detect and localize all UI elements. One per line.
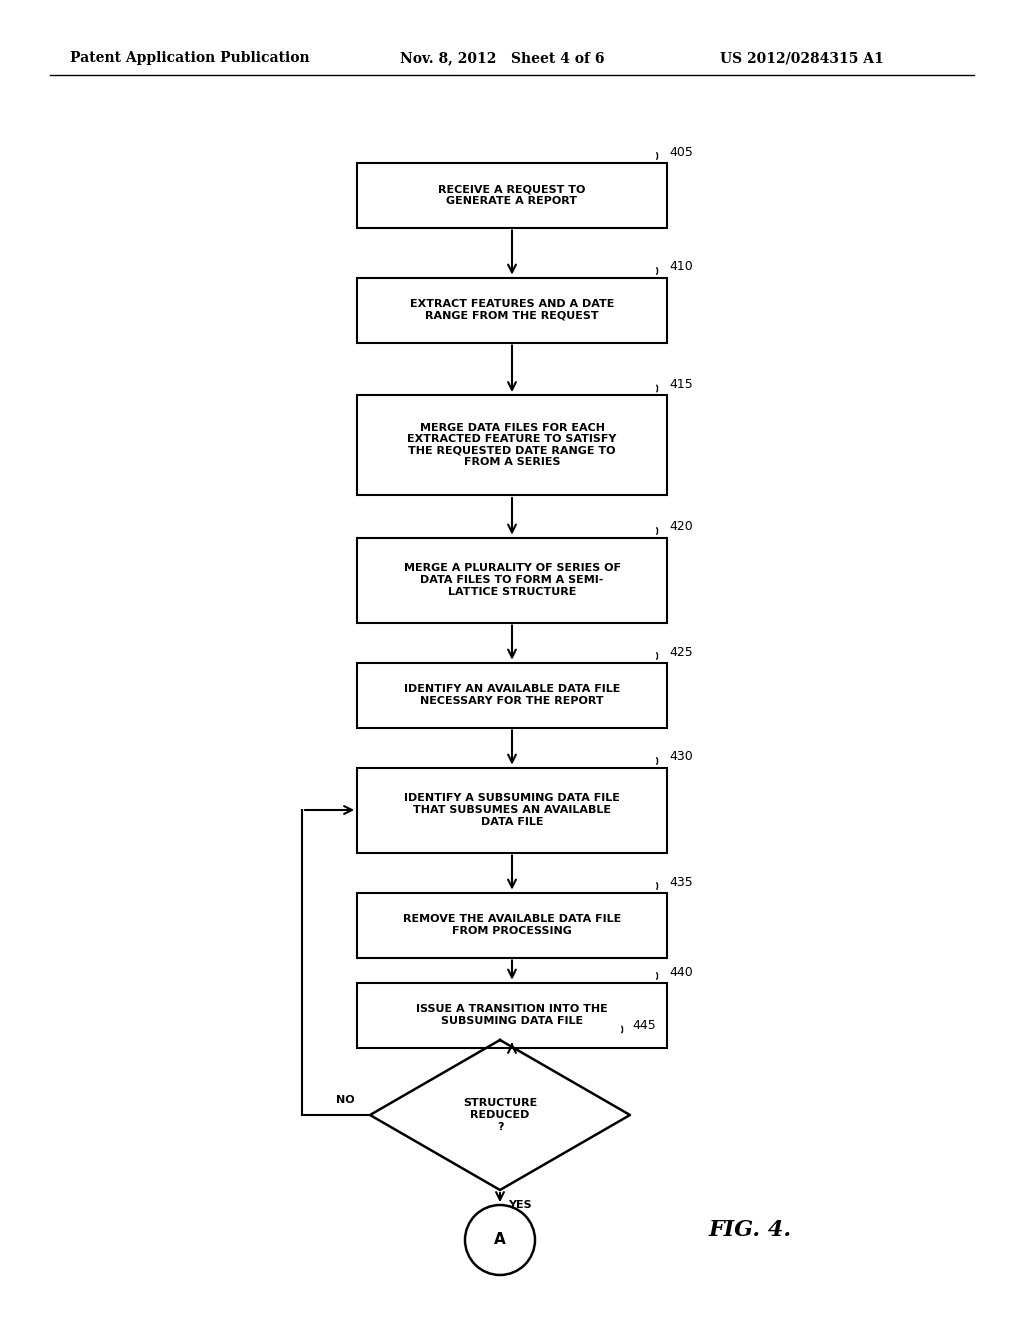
FancyBboxPatch shape	[357, 767, 667, 853]
Polygon shape	[370, 1040, 630, 1191]
FancyBboxPatch shape	[357, 537, 667, 623]
Text: REMOVE THE AVAILABLE DATA FILE
FROM PROCESSING: REMOVE THE AVAILABLE DATA FILE FROM PROC…	[402, 915, 622, 936]
Text: 410: 410	[669, 260, 693, 273]
Text: 405: 405	[669, 145, 693, 158]
Text: RECEIVE A REQUEST TO
GENERATE A REPORT: RECEIVE A REQUEST TO GENERATE A REPORT	[438, 185, 586, 206]
FancyBboxPatch shape	[357, 892, 667, 957]
FancyBboxPatch shape	[357, 277, 667, 342]
Circle shape	[465, 1205, 535, 1275]
Text: 425: 425	[669, 645, 693, 659]
Text: EXTRACT FEATURES AND A DATE
RANGE FROM THE REQUEST: EXTRACT FEATURES AND A DATE RANGE FROM T…	[410, 300, 614, 321]
Text: 445: 445	[632, 1019, 655, 1032]
Text: A: A	[495, 1233, 506, 1247]
Text: Patent Application Publication: Patent Application Publication	[70, 51, 309, 65]
FancyBboxPatch shape	[357, 663, 667, 727]
Text: 420: 420	[669, 520, 693, 533]
Text: MERGE DATA FILES FOR EACH
EXTRACTED FEATURE TO SATISFY
THE REQUESTED DATE RANGE : MERGE DATA FILES FOR EACH EXTRACTED FEAT…	[408, 422, 616, 467]
FancyBboxPatch shape	[357, 982, 667, 1048]
Text: IDENTIFY A SUBSUMING DATA FILE
THAT SUBSUMES AN AVAILABLE
DATA FILE: IDENTIFY A SUBSUMING DATA FILE THAT SUBS…	[404, 793, 620, 826]
Text: US 2012/0284315 A1: US 2012/0284315 A1	[720, 51, 884, 65]
Text: 440: 440	[669, 965, 693, 978]
FancyBboxPatch shape	[357, 162, 667, 227]
Text: YES: YES	[508, 1200, 531, 1210]
Text: IDENTIFY AN AVAILABLE DATA FILE
NECESSARY FOR THE REPORT: IDENTIFY AN AVAILABLE DATA FILE NECESSAR…	[403, 684, 621, 706]
Text: FIG. 4.: FIG. 4.	[709, 1218, 792, 1241]
Text: Nov. 8, 2012   Sheet 4 of 6: Nov. 8, 2012 Sheet 4 of 6	[400, 51, 604, 65]
Text: NO: NO	[336, 1096, 355, 1105]
Text: MERGE A PLURALITY OF SERIES OF
DATA FILES TO FORM A SEMI-
LATTICE STRUCTURE: MERGE A PLURALITY OF SERIES OF DATA FILE…	[403, 564, 621, 597]
Text: ISSUE A TRANSITION INTO THE
SUBSUMING DATA FILE: ISSUE A TRANSITION INTO THE SUBSUMING DA…	[416, 1005, 608, 1026]
Text: STRUCTURE
REDUCED
?: STRUCTURE REDUCED ?	[463, 1098, 538, 1131]
Text: 430: 430	[669, 751, 693, 763]
Text: 435: 435	[669, 875, 693, 888]
Text: 415: 415	[669, 378, 693, 391]
FancyBboxPatch shape	[357, 395, 667, 495]
